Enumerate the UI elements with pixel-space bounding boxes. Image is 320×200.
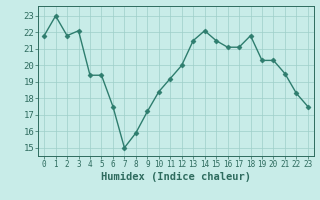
X-axis label: Humidex (Indice chaleur): Humidex (Indice chaleur) xyxy=(101,172,251,182)
